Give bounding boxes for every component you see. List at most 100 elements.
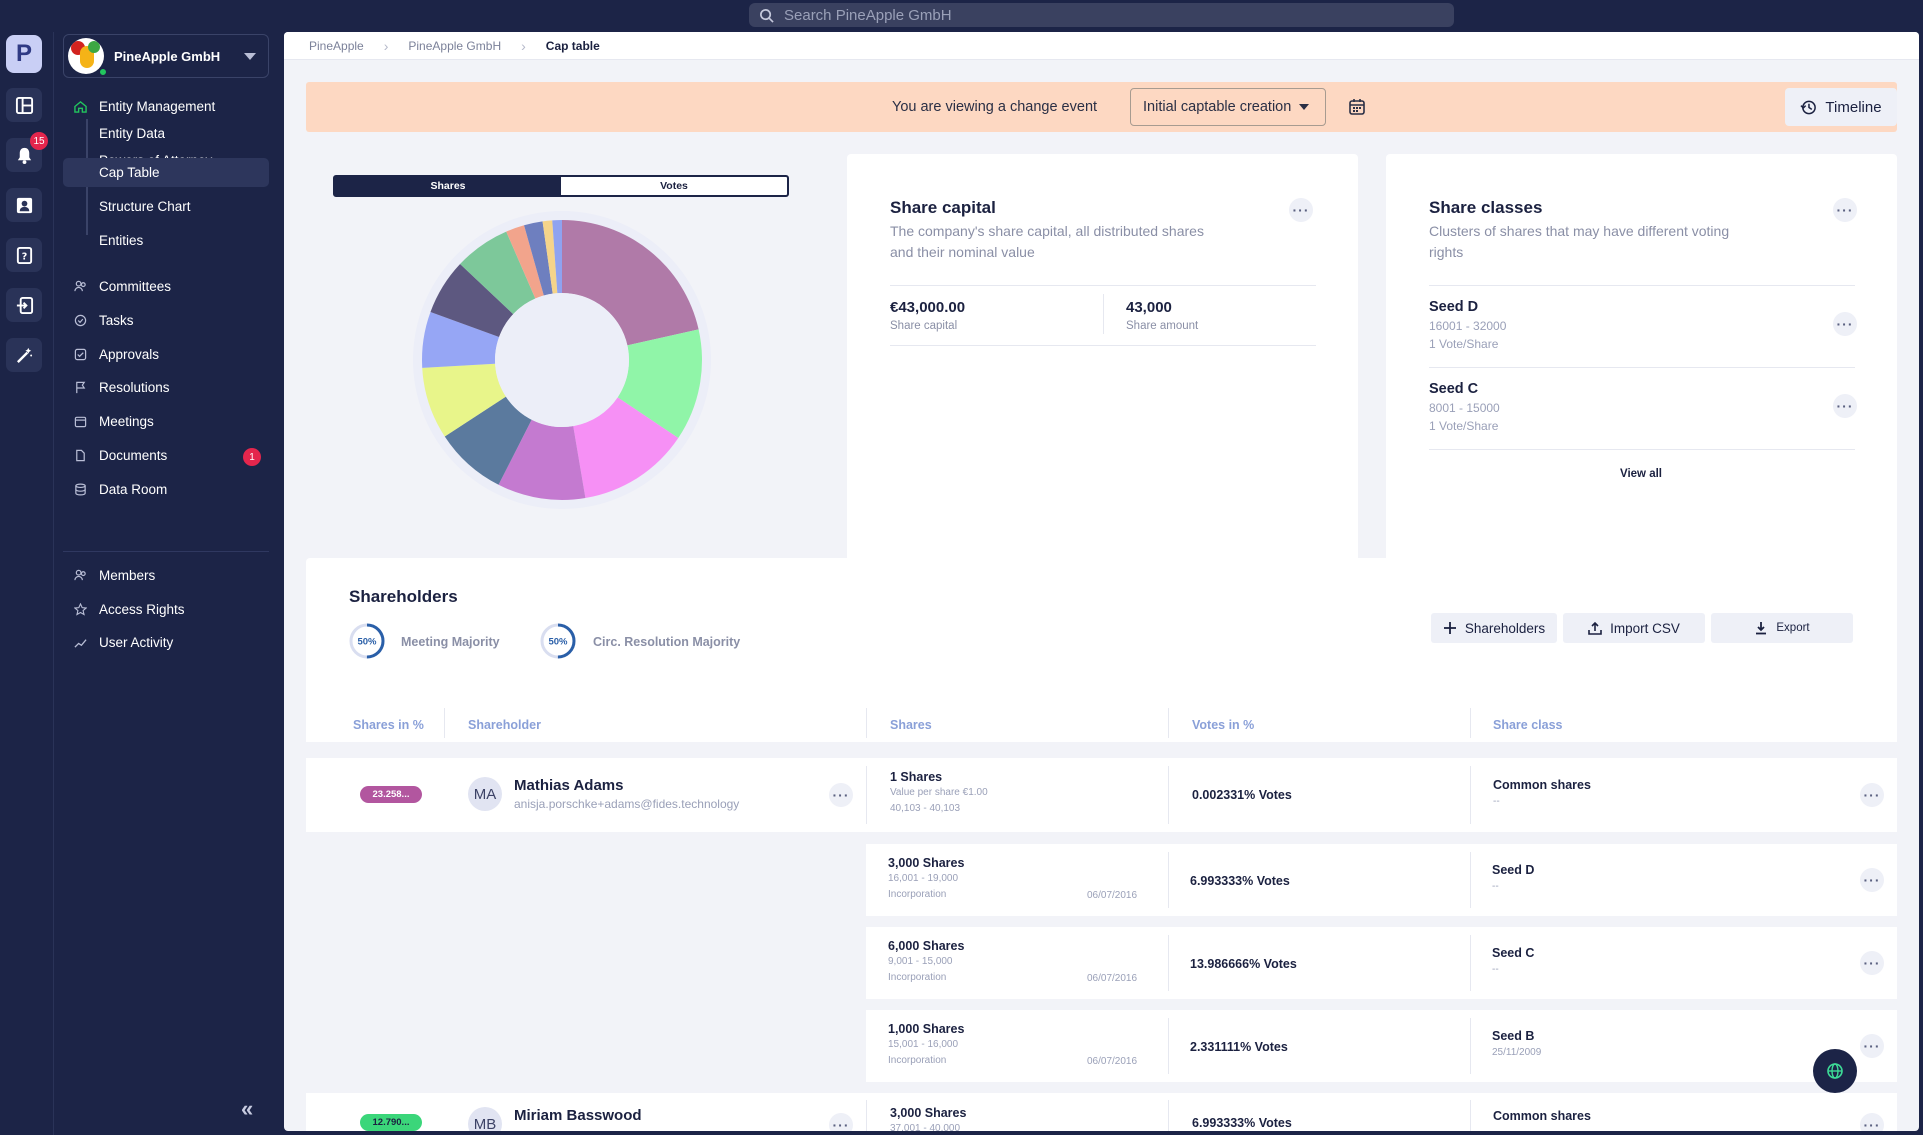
sidebar-item-meetings[interactable]: Meetings [63, 407, 269, 436]
pie-slice-5[interactable] [422, 363, 506, 437]
notifications-badge: 15 [30, 132, 48, 150]
breadcrumb-item[interactable]: PineApple [309, 38, 364, 53]
pie-slice-12[interactable] [552, 220, 562, 294]
chevron-down-icon [1299, 104, 1310, 110]
svg-text:?: ? [21, 251, 27, 262]
share-capital-description: The company's share capital, all distrib… [890, 223, 1204, 239]
column-divider [1168, 852, 1169, 908]
share-count: 1,000 Shares [888, 1022, 965, 1036]
shareholder-name[interactable]: Miriam Basswood [514, 1107, 642, 1124]
table-row[interactable] [306, 1093, 1897, 1131]
sidebar-item-members[interactable]: Members [63, 561, 269, 590]
column-header-share-class[interactable]: Share class [1493, 718, 1563, 732]
globe-icon [1827, 1063, 1843, 1079]
sidebar-item-entities[interactable]: Entities [63, 226, 269, 255]
shareholders-title: Shareholders [349, 587, 458, 606]
sidebar-item-user-activity[interactable]: User Activity [63, 628, 269, 657]
view-all-link[interactable]: View all [1620, 468, 1662, 480]
import-csv-button[interactable]: Import CSV [1563, 613, 1705, 643]
calendar-icon[interactable] [1348, 98, 1366, 116]
shares-pct-badge: 23.258... [360, 786, 422, 803]
main-content: PineApple › PineApple GmbH › Cap table Y… [284, 32, 1919, 1131]
column-header-shares[interactable]: Shares [890, 718, 932, 732]
add-shareholders-button[interactable]: Shareholders [1431, 613, 1557, 643]
pie-slice-1[interactable] [617, 329, 702, 438]
more-options-icon[interactable]: ··· [829, 1113, 853, 1131]
more-options-icon[interactable]: ··· [1833, 312, 1857, 336]
more-options-icon[interactable]: ··· [1833, 198, 1857, 222]
sign-in-icon[interactable] [6, 288, 42, 322]
pie-slice-7[interactable] [430, 264, 514, 338]
company-switcher[interactable]: PineApple GmbH [63, 34, 269, 78]
pie-slice-9[interactable] [506, 225, 544, 299]
pie-slice-8[interactable] [460, 231, 536, 315]
column-header-shares-pct[interactable]: Shares in % [353, 718, 424, 732]
sidebar-item-data-room[interactable]: Data Room [63, 475, 269, 504]
share-capital-label: Share capital [890, 320, 958, 332]
add-shareholders-label: Shareholders [1464, 620, 1546, 636]
app-logo[interactable]: P [6, 35, 42, 73]
export-button[interactable]: Export [1711, 613, 1853, 643]
more-options-icon[interactable]: ··· [1860, 783, 1884, 807]
column-header-shareholder[interactable]: Shareholder [468, 718, 541, 732]
dashboard-icon[interactable] [6, 88, 42, 122]
pie-slice-11[interactable] [542, 220, 558, 294]
sidebar-item-approvals[interactable]: Approvals [63, 340, 269, 369]
more-options-icon[interactable]: ··· [1833, 394, 1857, 418]
timeline-button[interactable]: Timeline [1785, 88, 1897, 126]
column-divider [866, 708, 867, 738]
column-divider [1470, 766, 1471, 824]
sidebar-item-label: Resolutions [99, 380, 170, 395]
more-options-icon[interactable]: ··· [829, 783, 853, 807]
more-options-icon[interactable]: ··· [1860, 868, 1884, 892]
table-row[interactable] [866, 1010, 1897, 1082]
collapse-sidebar-icon[interactable]: « [241, 1096, 253, 1121]
sidebar-item-committees[interactable]: Committees [63, 272, 269, 301]
column-divider [1470, 1100, 1471, 1131]
toggle-shares[interactable]: Shares [335, 177, 561, 195]
column-divider [1168, 1100, 1169, 1131]
sidebar-item-entity-management[interactable]: Entity Management [63, 92, 269, 121]
share-classes-card: Share classes Clusters of shares that ma… [1386, 154, 1897, 566]
share-classes-title: Share classes [1429, 198, 1543, 217]
table-row[interactable] [866, 844, 1897, 916]
toggle-votes[interactable]: Votes [660, 180, 688, 192]
shares-votes-toggle[interactable]: Shares Votes [333, 175, 789, 197]
more-options-icon[interactable]: ··· [1860, 1034, 1884, 1058]
breadcrumb-item[interactable]: PineApple GmbH [408, 38, 502, 53]
table-row[interactable] [306, 758, 1897, 832]
sidebar-item-access-rights[interactable]: Access Rights [63, 595, 269, 624]
sidebar-item-documents[interactable]: Documents 1 [63, 441, 269, 470]
search-input[interactable]: Search PineApple GmbH [749, 3, 1454, 27]
more-options-icon[interactable]: ··· [1860, 1113, 1884, 1131]
magic-wand-icon[interactable] [6, 338, 42, 372]
column-header-votes[interactable]: Votes in % [1192, 718, 1255, 732]
icon-rail: P 15 ? [0, 32, 54, 1135]
contact-card-icon[interactable] [6, 188, 42, 222]
pie-slice-6[interactable] [422, 312, 500, 368]
column-divider [1470, 708, 1471, 738]
table-row[interactable] [866, 927, 1897, 999]
sidebar-item-entity-data[interactable]: Entity Data [63, 119, 269, 148]
sidebar-item-tasks[interactable]: Tasks [63, 306, 269, 335]
help-chat-button[interactable] [1813, 1049, 1857, 1093]
pie-slice-3[interactable] [498, 419, 586, 500]
shares-donut-chart [413, 211, 711, 509]
check-square-icon [73, 348, 87, 362]
change-event-select[interactable]: Initial captable creation [1130, 88, 1326, 126]
sidebar-item-resolutions[interactable]: Resolutions [63, 373, 269, 402]
help-icon[interactable]: ? [6, 238, 42, 272]
shareholder-name[interactable]: Mathias Adams [514, 777, 624, 794]
pie-slice-0[interactable] [562, 220, 699, 346]
pie-slice-4[interactable] [444, 396, 532, 485]
more-options-icon[interactable]: ··· [1860, 951, 1884, 975]
avatar: MA [468, 777, 502, 811]
pie-slice-2[interactable] [573, 397, 679, 499]
more-options-icon[interactable]: ··· [1289, 198, 1313, 222]
divider [1429, 285, 1855, 286]
share-range: 9,001 - 15,000 [888, 956, 953, 967]
pie-slice-10[interactable] [524, 221, 553, 296]
sidebar-item-cap-table[interactable]: Cap Table [63, 158, 269, 187]
sidebar-item-structure-chart[interactable]: Structure Chart [63, 192, 269, 221]
plus-icon [1443, 622, 1456, 634]
